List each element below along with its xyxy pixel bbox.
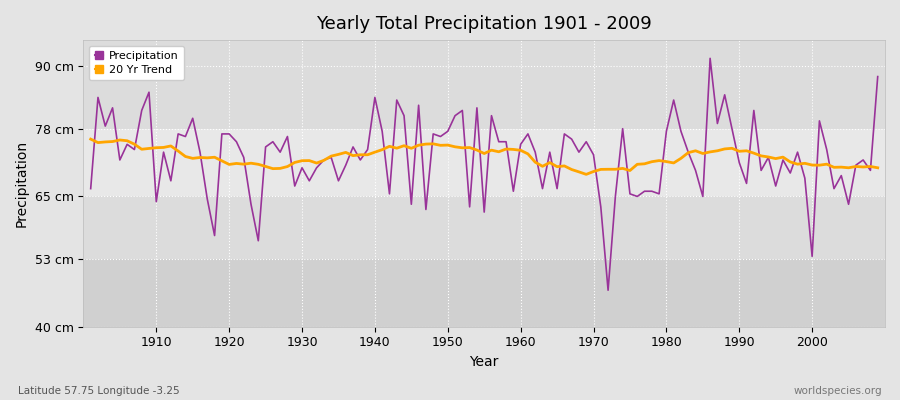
20 Yr Trend (86, 137, 96, 142)
Bar (84, 259, 885, 327)
Bar (84, 129, 885, 196)
Line: 20 Yr Trend: 20 Yr Trend (91, 139, 878, 174)
Legend: Precipitation, 20 Yr Trend: Precipitation, 20 Yr Trend (89, 46, 184, 80)
Precipitation (603, 288, 614, 293)
Precipitation (705, 56, 716, 61)
Precipitation (304, 178, 315, 183)
20 Yr Trend (515, 148, 526, 153)
Line: Precipitation: Precipitation (91, 58, 878, 290)
Precipitation (86, 186, 96, 191)
Text: Latitude 57.75 Longitude -3.25: Latitude 57.75 Longitude -3.25 (18, 386, 180, 396)
Precipitation (508, 189, 518, 194)
Precipitation (347, 144, 358, 149)
Precipitation (515, 142, 526, 147)
Precipitation (144, 90, 155, 95)
Y-axis label: Precipitation: Precipitation (15, 140, 29, 227)
Bar (84, 40, 885, 129)
20 Yr Trend (580, 172, 591, 177)
20 Yr Trend (144, 146, 155, 151)
X-axis label: Year: Year (470, 355, 499, 369)
Title: Yearly Total Precipitation 1901 - 2009: Yearly Total Precipitation 1901 - 2009 (316, 15, 652, 33)
20 Yr Trend (872, 165, 883, 170)
Precipitation (872, 74, 883, 79)
Precipitation (610, 194, 621, 199)
Bar (84, 196, 885, 259)
20 Yr Trend (508, 147, 518, 152)
20 Yr Trend (347, 153, 358, 158)
20 Yr Trend (304, 158, 315, 163)
20 Yr Trend (610, 167, 621, 172)
Text: worldspecies.org: worldspecies.org (794, 386, 882, 396)
